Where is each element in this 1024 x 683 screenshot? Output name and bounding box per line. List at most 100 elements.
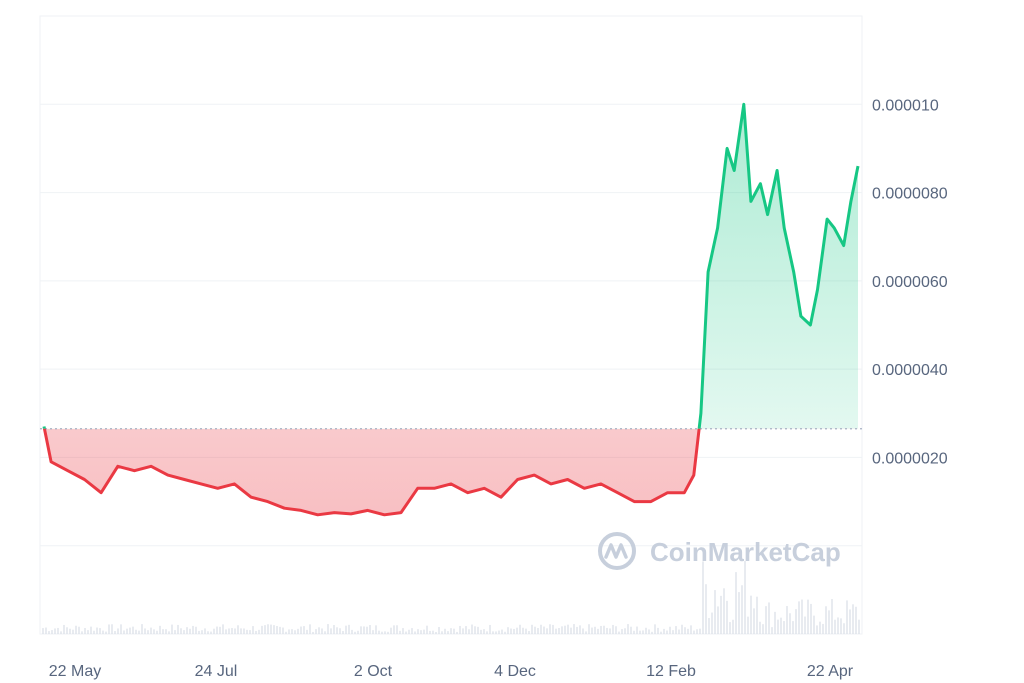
volume-bar bbox=[330, 628, 332, 634]
volume-bar bbox=[534, 626, 536, 634]
volume-bar bbox=[648, 629, 650, 634]
volume-bar bbox=[273, 625, 275, 634]
volume-bar bbox=[618, 631, 620, 634]
volume-bar bbox=[669, 626, 671, 634]
volume-bar bbox=[615, 626, 617, 634]
volume-bar bbox=[591, 627, 593, 634]
volume-bar bbox=[747, 616, 749, 634]
volume-bar bbox=[558, 628, 560, 634]
volume-bar bbox=[111, 624, 113, 634]
volume-bar bbox=[666, 630, 668, 634]
volume-bar bbox=[597, 628, 599, 634]
volume-bar bbox=[828, 610, 830, 634]
volume-bar bbox=[411, 628, 413, 634]
volume-bar bbox=[393, 625, 395, 634]
volume-bar bbox=[369, 625, 371, 634]
volume-bar bbox=[480, 629, 482, 634]
volume-bar bbox=[237, 625, 239, 634]
volume-bar bbox=[156, 630, 158, 634]
volume-bar bbox=[402, 628, 404, 634]
volume-bar bbox=[717, 606, 719, 634]
volume-bar bbox=[225, 629, 227, 634]
y-axis: 0.000010 0.0000080 0.0000060 0.0000040 0.000… bbox=[872, 97, 948, 467]
volume-bar bbox=[267, 624, 269, 634]
volume-bar bbox=[654, 624, 656, 634]
volume-bar bbox=[630, 626, 632, 634]
volume-bar bbox=[495, 631, 497, 634]
volume-bar bbox=[624, 628, 626, 634]
volume-bar bbox=[150, 627, 152, 634]
volume-bar bbox=[822, 623, 824, 634]
volume-bar bbox=[321, 628, 323, 634]
volume-bar bbox=[507, 627, 509, 634]
volume-bar bbox=[213, 628, 215, 634]
volume-bar bbox=[837, 617, 839, 634]
volume-bar bbox=[765, 606, 767, 634]
volume-bar bbox=[120, 624, 122, 634]
volume-bar bbox=[81, 631, 83, 634]
volume-bar bbox=[99, 628, 101, 634]
volume-bar bbox=[729, 622, 731, 634]
volume-bar bbox=[168, 631, 170, 634]
volume-bar bbox=[501, 629, 503, 634]
volume-bar bbox=[612, 624, 614, 634]
y-tick-label: 0.0000040 bbox=[872, 362, 948, 379]
volume-bar bbox=[807, 599, 809, 634]
volume-bar bbox=[288, 629, 290, 634]
x-tick-label: 22 May bbox=[49, 663, 101, 680]
volume-bar bbox=[405, 631, 407, 634]
x-tick-label: 24 Jul bbox=[195, 663, 238, 680]
volume-bar bbox=[609, 628, 611, 634]
volume-bar bbox=[789, 613, 791, 634]
volume-bar bbox=[174, 630, 176, 634]
volume-bar bbox=[171, 624, 173, 634]
volume-bar bbox=[555, 628, 557, 634]
volume-bar bbox=[381, 631, 383, 634]
volume-bar bbox=[588, 624, 590, 634]
volume-bar bbox=[135, 629, 137, 634]
volume-bar bbox=[498, 630, 500, 634]
volume-bar bbox=[159, 625, 161, 634]
volume-bar bbox=[144, 628, 146, 634]
volume-bar bbox=[414, 631, 416, 634]
volume-bar bbox=[462, 628, 464, 634]
volume-bar bbox=[423, 629, 425, 634]
y-tick-label: 0.0000060 bbox=[872, 274, 948, 291]
volume-bar bbox=[276, 626, 278, 634]
volume-bar bbox=[57, 627, 59, 634]
volume-bar bbox=[504, 631, 506, 634]
volume-bar bbox=[471, 624, 473, 634]
volume-bar bbox=[363, 626, 365, 634]
volume-bar bbox=[723, 588, 725, 634]
volume-bar bbox=[252, 626, 254, 634]
volume-bar bbox=[66, 627, 68, 634]
volume-bar bbox=[63, 624, 65, 634]
volume-bar bbox=[351, 629, 353, 634]
volume-bar bbox=[129, 627, 131, 634]
volume-bar bbox=[183, 630, 185, 634]
volume-bar bbox=[657, 627, 659, 634]
volume-bar bbox=[429, 630, 431, 634]
volume-bar bbox=[465, 626, 467, 634]
volume-bar bbox=[354, 631, 356, 634]
volume-bar bbox=[795, 609, 797, 634]
volume-bar bbox=[102, 630, 104, 634]
volume-bar bbox=[726, 600, 728, 634]
volume-bar bbox=[720, 595, 722, 634]
volume-bar bbox=[243, 628, 245, 634]
volume-bar bbox=[201, 630, 203, 634]
volume-bar bbox=[309, 624, 311, 634]
volume-bar bbox=[741, 585, 743, 634]
volume-bar bbox=[75, 625, 77, 634]
volume-bar bbox=[51, 630, 53, 634]
volume-bar bbox=[738, 592, 740, 634]
volume-bar bbox=[552, 624, 554, 634]
volume-bar bbox=[390, 627, 392, 634]
volume-bar bbox=[519, 624, 521, 634]
volume-bar bbox=[468, 629, 470, 634]
volume-bar bbox=[387, 631, 389, 634]
volume-bar bbox=[279, 626, 281, 634]
volume-bar bbox=[255, 630, 257, 634]
volume-bar bbox=[804, 616, 806, 634]
volume-bar bbox=[294, 630, 296, 634]
